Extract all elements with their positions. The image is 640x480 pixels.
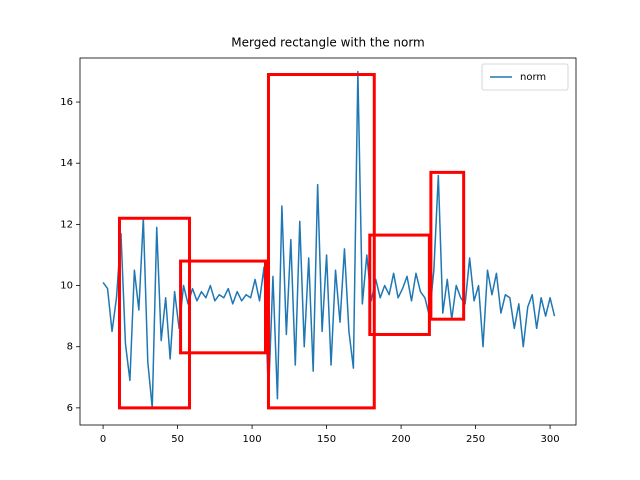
y-tick-label: 14 [60,158,73,169]
merged-rectangle [429,170,466,321]
plot-frame [79,57,577,426]
legend-box [481,63,569,91]
x-tick-label: 150 [317,434,336,445]
x-tick-label: 0 [100,434,106,445]
legend-label: norm [520,72,546,83]
merged-rectangle [179,259,267,355]
y-tick-label: 16 [60,97,73,108]
chart-title: Merged rectangle with the norm [231,36,425,50]
merged-rectangle [117,216,192,410]
y-tick-label: 8 [67,342,73,353]
y-tick-label: 12 [60,219,73,230]
y-tick-label: 6 [67,403,73,414]
x-tick-label: 250 [466,434,485,445]
x-tick-label: 100 [243,434,262,445]
x-tick-label: 300 [541,434,560,445]
merged-rectangle [368,233,431,336]
data-line [102,70,556,409]
x-tick-label: 50 [171,434,184,445]
merged-rectangle [266,73,376,410]
x-tick-label: 200 [392,434,411,445]
y-tick-label: 10 [60,281,73,292]
